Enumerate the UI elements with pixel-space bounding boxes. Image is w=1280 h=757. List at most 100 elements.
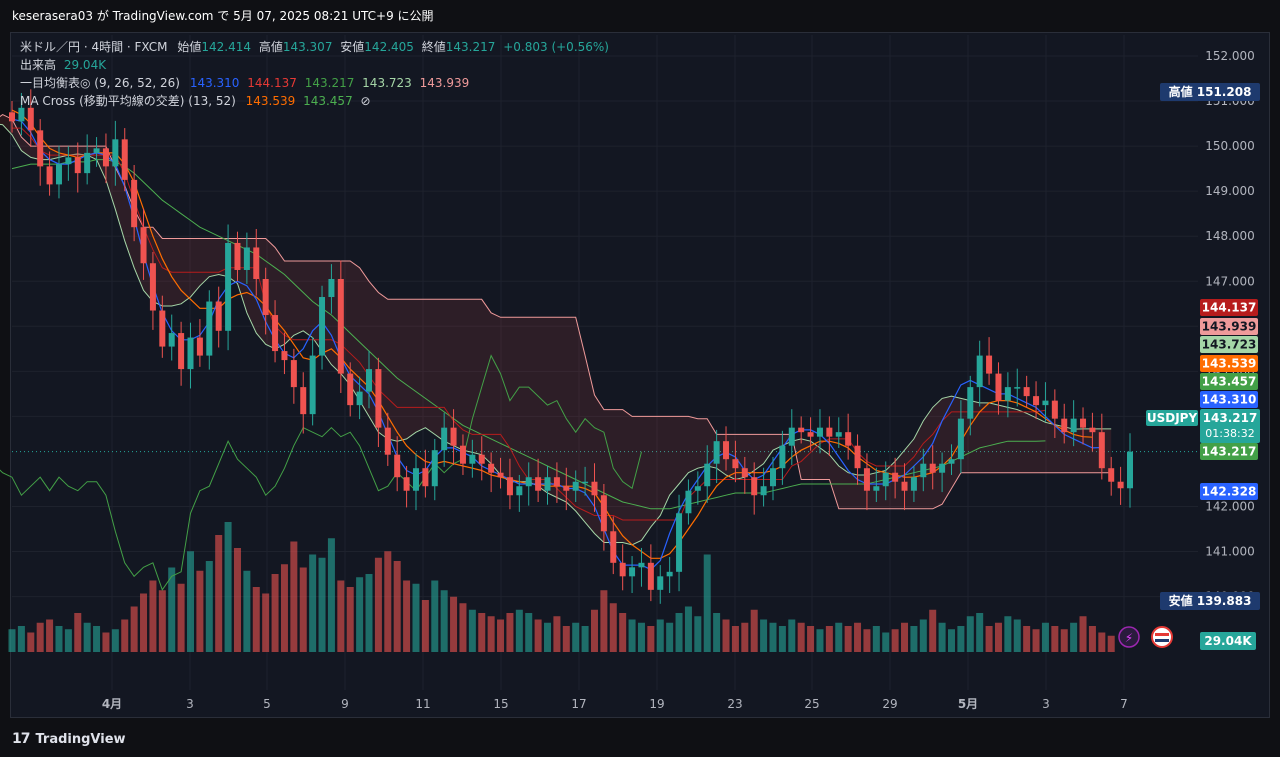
volume-bar <box>919 619 927 652</box>
price-tag: 144.137 <box>1202 301 1257 315</box>
candle-body <box>187 337 194 370</box>
volume-bar <box>619 613 627 652</box>
current-price: 143.217 <box>1203 411 1258 425</box>
candle-body <box>629 567 636 577</box>
candle-body <box>948 459 955 464</box>
volume-bar <box>666 622 674 652</box>
ma-label[interactable]: MA Cross (移動平均線の交差) (13, 52) <box>20 94 236 108</box>
time-tick-label: 29 <box>882 697 897 711</box>
volume-bar <box>703 554 711 652</box>
ichimoku-label[interactable]: 一目均衡表◎ (9, 26, 52, 26) <box>20 76 180 90</box>
ichimoku-leadA-value: 143.723 <box>362 76 412 90</box>
volume-bar <box>872 626 880 652</box>
price-tag: 143.457 <box>1202 375 1257 389</box>
price-tag: 143.539 <box>1202 357 1257 371</box>
volume-bar <box>694 616 702 652</box>
price-tag-bg <box>1200 336 1258 353</box>
volume-bar <box>750 609 758 652</box>
candle-body <box>685 490 692 514</box>
candle-body <box>873 486 880 491</box>
tradingview-logo[interactable]: 17 TradingView <box>12 731 126 747</box>
candle-body <box>892 472 899 482</box>
price-tick-label: 142.000 <box>1205 500 1255 514</box>
candle-body <box>1127 451 1133 489</box>
price-tick-label: 148.000 <box>1205 229 1255 243</box>
volume-bar <box>46 619 54 652</box>
candle-body <box>694 486 701 491</box>
candle-body <box>149 263 156 311</box>
candle-body <box>582 481 589 484</box>
candle-body <box>863 468 870 491</box>
volume-bar <box>553 616 561 652</box>
candle-body <box>422 468 429 487</box>
candle-body <box>816 427 823 437</box>
candle-body <box>1070 418 1077 433</box>
candle-body <box>788 427 795 446</box>
volume-bar <box>393 561 401 652</box>
candle-body <box>121 139 128 180</box>
volume-tag-bg <box>1200 632 1256 650</box>
candle-body <box>826 427 833 437</box>
price-tag-bg <box>1200 391 1258 408</box>
symbol-tag-bg <box>1146 410 1198 426</box>
volume-bar <box>581 626 589 652</box>
volume-bar <box>412 583 420 652</box>
candle-body <box>37 130 44 167</box>
ma-fast-line <box>11 109 1093 559</box>
volume-bar <box>1051 626 1059 652</box>
price-tag-bg <box>1200 355 1258 372</box>
candle-body <box>290 360 297 388</box>
time-tick-label: 15 <box>493 697 508 711</box>
candle-body <box>450 427 457 446</box>
current-price-bg <box>1200 409 1260 443</box>
volume-bar <box>55 626 63 652</box>
candle-body <box>807 432 814 437</box>
volume-bar <box>149 580 157 652</box>
volume-bar <box>1023 626 1031 652</box>
hidden-eye-icon[interactable]: ⊘ <box>360 94 371 108</box>
price-tag: 143.723 <box>1202 338 1257 352</box>
volume-bar <box>825 626 833 652</box>
ma-fast-value: 143.539 <box>245 94 296 108</box>
candle-body <box>394 454 401 478</box>
volume-bar <box>102 632 110 652</box>
candle-body <box>976 355 983 388</box>
price-tag-bg <box>1200 443 1258 460</box>
volume-bar <box>1013 619 1021 652</box>
candle-body <box>1042 400 1049 406</box>
candle-body <box>1089 427 1096 433</box>
volume-bar <box>309 554 317 652</box>
time-tick-label: 5月 <box>958 697 978 711</box>
volume-bar <box>252 587 260 652</box>
candle-body <box>929 463 936 473</box>
countdown: 01:38:32 <box>1205 427 1254 440</box>
volume-bar <box>544 622 552 652</box>
volume-label[interactable]: 出来高 <box>20 58 57 72</box>
symbol-tag: USDJPY <box>1147 411 1198 425</box>
candle-body <box>112 139 119 167</box>
candle-body <box>102 148 109 167</box>
candle-body <box>516 486 523 496</box>
candle-body <box>84 152 91 174</box>
candle-body <box>469 454 476 464</box>
price-tick-label: 150.000 <box>1205 139 1255 153</box>
candle-body <box>638 562 645 568</box>
candle-body <box>1061 418 1068 433</box>
volume-bar <box>637 622 645 652</box>
volume-bar <box>807 626 815 652</box>
volume-bar <box>1088 626 1096 652</box>
ichimoku-base-value: 144.137 <box>247 76 297 90</box>
time-tick-label: 4月 <box>102 697 122 711</box>
price-tag: 143.217 <box>1202 445 1257 459</box>
volume-bar <box>365 574 373 652</box>
candle-body <box>459 445 466 464</box>
symbol-label[interactable]: 米ドル／円 · 4時間 · FXCM <box>20 40 168 54</box>
tradingview-brand: TradingView <box>35 731 126 747</box>
time-tick-label: 3 <box>1042 697 1050 711</box>
candle-body <box>1033 396 1040 406</box>
volume-bar <box>760 619 768 652</box>
candle-body <box>9 112 15 122</box>
volume-bar <box>976 613 984 652</box>
tradingview-logo-icon: 17 <box>12 731 31 747</box>
